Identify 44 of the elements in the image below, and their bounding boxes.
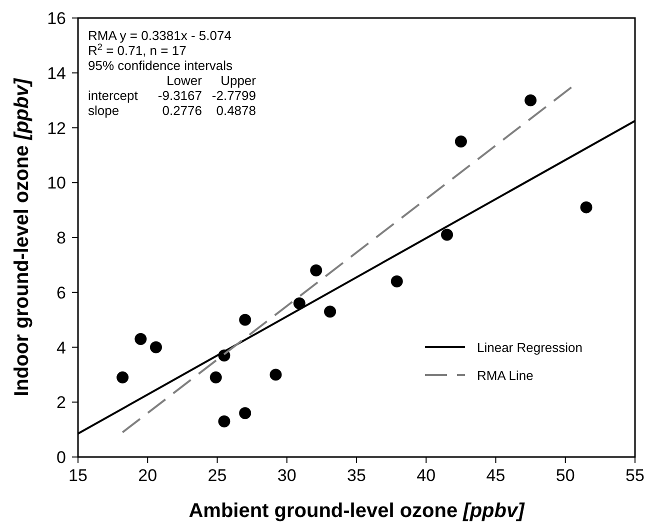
point — [454, 135, 467, 148]
point — [239, 314, 252, 326]
y-axis-title: Indoor ground-level ozone [ppbv] — [11, 77, 33, 396]
point — [210, 371, 222, 384]
annotation: R$^{2}$ = 0.71, n = 17 — [88, 42, 186, 58]
point — [218, 415, 230, 428]
point — [293, 297, 306, 310]
y-tick-label: 2 — [56, 393, 66, 412]
y-tick-label: 14 — [47, 64, 66, 83]
point — [116, 371, 129, 384]
y-tick-label: 10 — [47, 174, 66, 193]
x-axis-title: Ambient ground-level ozone [ppbv] — [188, 500, 526, 522]
point — [134, 333, 147, 346]
y-tick-label: 6 — [56, 283, 66, 302]
annotation: RMA y = 0.3381x - 5.074 — [88, 28, 232, 43]
y-tick-label: 4 — [56, 338, 66, 358]
y-tick-label: 12 — [47, 118, 66, 138]
point — [324, 306, 336, 318]
x-tick-label: 25 — [208, 466, 227, 485]
x-tick-label: 20 — [138, 466, 158, 485]
legend-label: Linear Regression — [477, 340, 583, 355]
x-tick-label: 15 — [68, 466, 88, 485]
y-tick-label: 8 — [56, 228, 66, 248]
point — [239, 407, 252, 420]
x-tick-label: 50 — [556, 466, 575, 485]
text: intercept -9.3167 -2.7799 — [88, 88, 256, 103]
y-tick-label: 16 — [47, 9, 66, 28]
legend-label: RMA Line — [477, 368, 534, 383]
annotation: 95% confidence intervals — [88, 58, 234, 73]
x-tick-label: 55 — [626, 466, 644, 485]
point — [270, 368, 282, 381]
x-tick-label: 35 — [347, 466, 366, 485]
x-tick-label: 40 — [416, 466, 436, 485]
x-tick-label: 30 — [277, 466, 296, 485]
point — [441, 228, 454, 241]
point — [524, 94, 537, 106]
point — [390, 275, 403, 288]
point — [580, 201, 592, 214]
text: slope 0.2776 0.4878 — [88, 103, 256, 118]
y-tick-label: 0 — [56, 448, 66, 467]
point — [150, 341, 162, 354]
point — [310, 264, 322, 276]
text: Lower Upper — [166, 73, 256, 88]
x-tick-label: 45 — [486, 466, 506, 485]
